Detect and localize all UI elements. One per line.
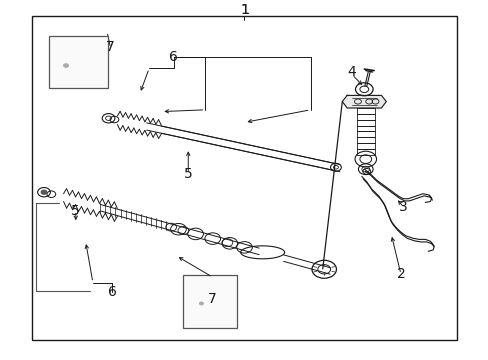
Circle shape xyxy=(199,302,203,305)
Text: 6: 6 xyxy=(108,285,117,299)
Bar xyxy=(32,16,456,340)
Text: 7: 7 xyxy=(208,292,217,306)
Bar xyxy=(183,275,237,328)
Text: 5: 5 xyxy=(71,204,80,217)
Bar xyxy=(49,36,107,88)
Text: 2: 2 xyxy=(396,267,405,281)
Circle shape xyxy=(41,190,47,194)
Text: 3: 3 xyxy=(398,200,407,214)
Text: 4: 4 xyxy=(347,65,356,79)
Text: 6: 6 xyxy=(169,50,178,63)
Text: 1: 1 xyxy=(240,3,248,17)
Text: 1: 1 xyxy=(240,3,248,17)
Polygon shape xyxy=(342,95,386,108)
Circle shape xyxy=(63,64,68,67)
Text: 7: 7 xyxy=(105,40,114,54)
Text: 5: 5 xyxy=(183,167,192,180)
